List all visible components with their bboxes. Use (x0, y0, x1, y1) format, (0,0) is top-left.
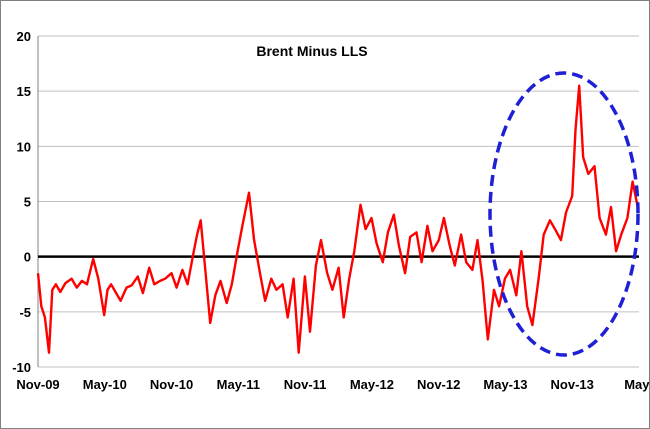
y-axis-tick-labels: -10 -5 0 5 10 15 20 (12, 29, 31, 375)
x-tick-label: May- (624, 377, 649, 392)
x-axis-tick-labels: Nov-09 May-10 Nov-10 May-11 Nov-11 May-12 Nov-… (16, 377, 649, 392)
x-tick-label: May-10 (83, 377, 127, 392)
highlight-ellipse (488, 71, 640, 357)
y-tick-label: 5 (24, 195, 31, 210)
gridlines (37, 35, 639, 368)
x-tick-label: Nov-09 (16, 377, 59, 392)
y-tick-label: -5 (19, 305, 31, 320)
x-tick-label: Nov-12 (417, 377, 460, 392)
y-tick-label: 10 (17, 139, 31, 154)
x-tick-label: May-13 (483, 377, 527, 392)
y-tick-label: 20 (17, 29, 31, 44)
y-tick-label: -10 (12, 360, 31, 375)
chart-title: Brent Minus LLS (256, 43, 367, 59)
x-tick-label: Nov-13 (551, 377, 594, 392)
x-tick-label: May-12 (350, 377, 394, 392)
y-tick-label: 15 (17, 84, 31, 99)
x-tick-label: May-11 (217, 377, 260, 392)
x-tick-label: Nov-10 (150, 377, 193, 392)
x-tick-label: Nov-11 (284, 377, 327, 392)
series-line (36, 84, 640, 354)
y-tick-label: 0 (24, 250, 31, 265)
